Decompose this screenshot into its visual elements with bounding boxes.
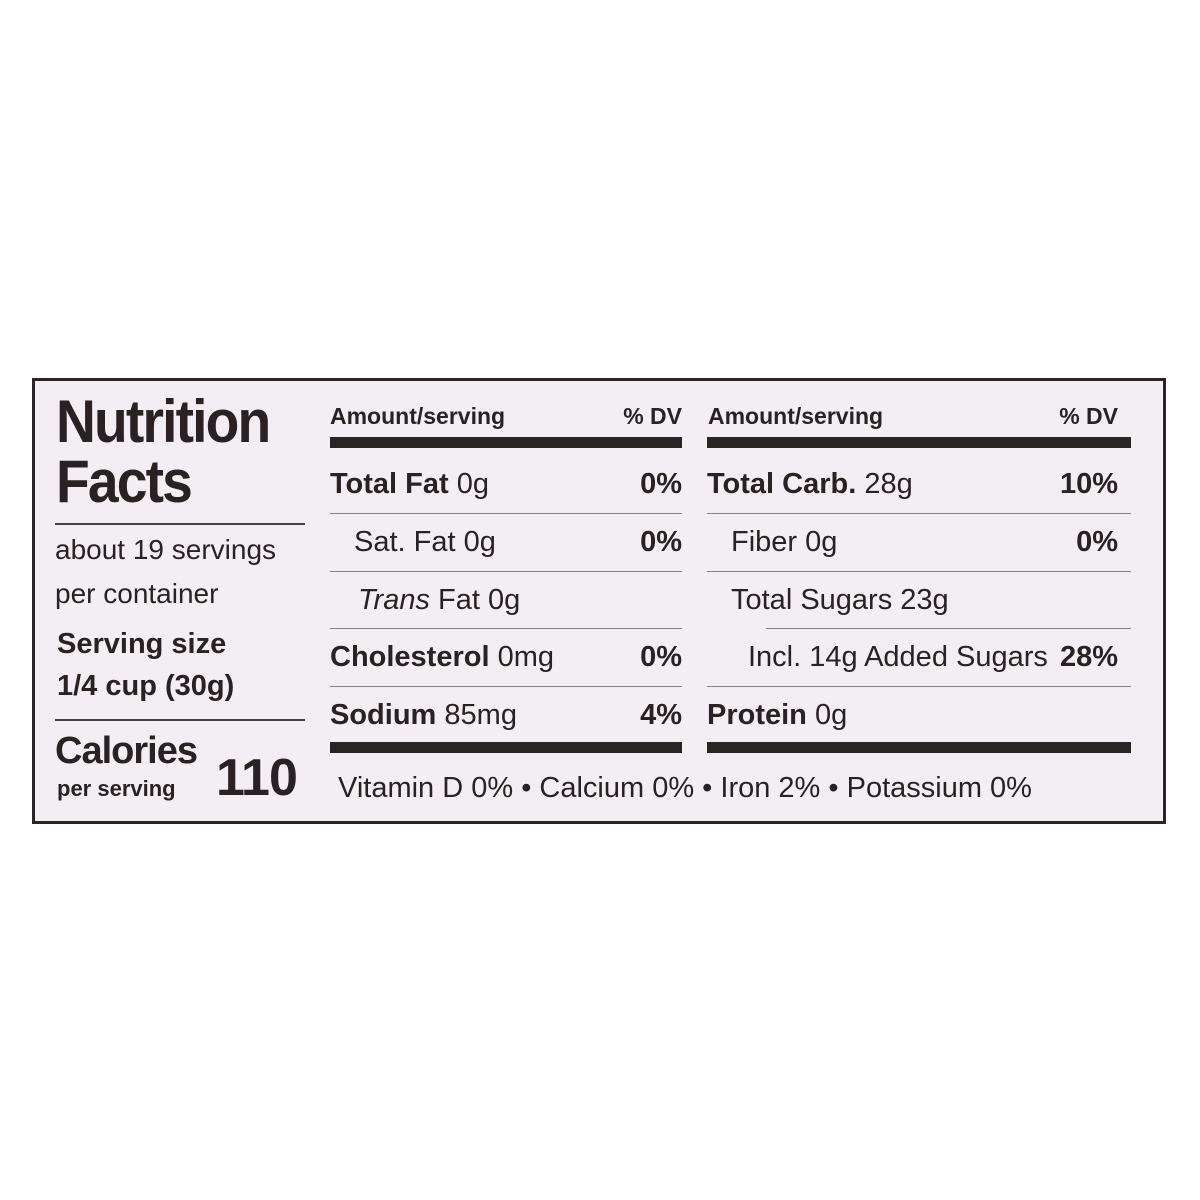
nutrient-row-protein: Protein 0g (707, 699, 848, 731)
divider (55, 523, 305, 525)
nutrient-row-sat-fat: Sat. Fat 0g (354, 526, 496, 558)
right-header-dv: % DV (1059, 403, 1118, 429)
servings-per-container: about 19 servings (55, 534, 277, 565)
divider (766, 628, 1131, 629)
serving-size-value: 1/4 cup (30g) (57, 670, 235, 702)
dv-fiber: 0% (1076, 526, 1118, 558)
nutrient-row-total-fat: Total Fat 0g (330, 468, 490, 500)
divider (55, 719, 305, 721)
calories-label: Calories (55, 730, 198, 772)
divider (330, 513, 682, 514)
left-header-dv: % DV (623, 403, 682, 429)
divider (330, 686, 682, 687)
serving-size-label: Serving size (57, 628, 227, 660)
divider (330, 628, 682, 629)
right-header-amount: Amount/serving (708, 403, 884, 429)
servings-per-container-line2: per container (55, 578, 219, 609)
dv-total-carb: 10% (1059, 468, 1118, 500)
dv-sodium: 4% (640, 699, 682, 731)
nutrient-row-sodium: Sodium 85mg (330, 699, 517, 731)
dv-cholesterol: 0% (640, 641, 682, 673)
thick-rule (707, 437, 1131, 448)
nutrient-row-fiber: Fiber 0g (731, 526, 838, 558)
dv-sat-fat: 0% (640, 526, 682, 558)
title-nutrition: Nutrition (56, 388, 271, 455)
calories-per-serving: per serving (57, 776, 176, 801)
thick-rule (330, 742, 682, 753)
title-facts: Facts (56, 448, 193, 515)
nutrient-row-total-sugars: Total Sugars 23g (731, 584, 949, 616)
nutrient-row-added-sugars: Incl. 14g Added Sugars (748, 641, 1048, 673)
divider (707, 513, 1131, 514)
nutrient-row-total-carb: Total Carb. 28g (707, 468, 913, 500)
thick-rule (330, 437, 682, 448)
thick-rule (707, 742, 1131, 753)
divider (707, 571, 1131, 572)
nutrient-row-trans-fat: Trans Fat 0g (358, 584, 521, 616)
vitamins-minerals: Vitamin D 0% • Calcium 0% • Iron 2% • Po… (338, 772, 1032, 804)
dv-added-sugars: 28% (1059, 641, 1118, 673)
nutrient-row-cholesterol: Cholesterol 0mg (330, 641, 555, 673)
divider (330, 571, 682, 572)
divider (707, 686, 1131, 687)
left-header-amount: Amount/serving (330, 403, 506, 429)
calories-value: 110 (216, 749, 298, 807)
dv-total-fat: 0% (640, 468, 682, 500)
